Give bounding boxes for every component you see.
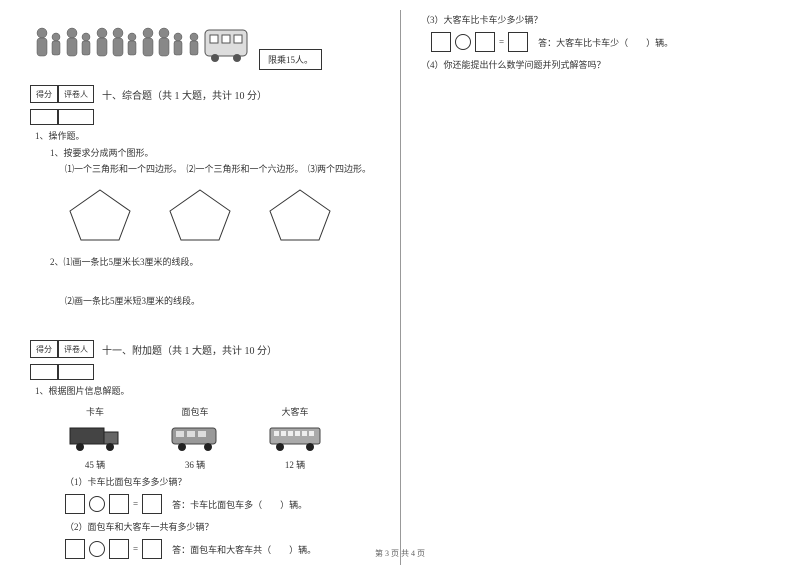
eq-op-circle [455, 34, 471, 50]
eq-op-circle [89, 496, 105, 512]
q10-2-2: ⑵画一条比5厘米短3厘米的线段。 [65, 294, 385, 307]
q11-sub4: （4）你还能提出什么数学问题并列式解答吗？ [421, 58, 770, 71]
section-11-title: 十一、附加题（共 1 大题，共计 10 分） [102, 342, 277, 357]
bus-icon [268, 422, 323, 452]
bus-icon [205, 30, 247, 62]
equals-sign: = [133, 499, 138, 509]
q11-1: 1、根据图片信息解题。 [35, 384, 385, 397]
q10-1-1: 1、按要求分成两个图形。 [50, 146, 385, 159]
equation-row: = 答：卡车比面包车多（ ）辆。 [65, 494, 385, 514]
people-group-icon [30, 15, 250, 70]
eq-box [508, 32, 528, 52]
bus-queue-illustration: 限乘15人。 [30, 15, 385, 70]
vehicle-name: 卡车 [65, 405, 125, 418]
q11-sub1: （1）卡车比面包车多多少辆？ [65, 475, 385, 488]
grader-blank [58, 109, 94, 125]
vehicle-count: 45 辆 [65, 458, 125, 471]
pentagon-icon [165, 185, 235, 245]
grader-label: 评卷人 [58, 85, 94, 103]
bus-limit-label: 限乘15人。 [259, 49, 322, 70]
score-header-10: 得分 评卷人 十、综合题（共 1 大题，共计 10 分） [30, 85, 385, 103]
score-blank [30, 364, 58, 380]
q10-2-1: 2、⑴画一条比5厘米长3厘米的线段。 [50, 255, 385, 268]
score-blank [30, 109, 58, 125]
q11-sub3: （3）大客车比卡车少多少辆？ [421, 13, 770, 26]
eq-box [475, 32, 495, 52]
section-10-title: 十、综合题（共 1 大题，共计 10 分） [102, 87, 267, 102]
vehicle-name: 大客车 [265, 405, 325, 418]
eq-box [109, 494, 129, 514]
page-footer: 第 3 页 共 4 页 [0, 548, 800, 559]
score-label: 得分 [30, 85, 58, 103]
truck-icon [68, 422, 123, 452]
answer-text: 答：卡车比面包车多（ ）辆。 [172, 498, 307, 511]
vehicle-name: 面包车 [165, 405, 225, 418]
equation-row: = 答：大客车比卡车少（ ）辆。 [431, 32, 770, 52]
vehicle-count: 36 辆 [165, 458, 225, 471]
q11-sub2: （2）面包车和大客车一共有多少辆？ [65, 520, 385, 533]
vehicle-header-row: 卡车 45 辆 面包车 36 辆 [65, 405, 385, 471]
score-label: 得分 [30, 340, 58, 358]
grader-label: 评卷人 [58, 340, 94, 358]
grader-blank [58, 364, 94, 380]
q10-1: 1、操作题。 [35, 129, 385, 142]
score-header-11: 得分 评卷人 十一、附加题（共 1 大题，共计 10 分） [30, 340, 385, 358]
pentagon-row [65, 185, 385, 245]
pentagon-icon [65, 185, 135, 245]
eq-box [142, 494, 162, 514]
eq-box [431, 32, 451, 52]
eq-box [65, 494, 85, 514]
vehicle-count: 12 辆 [265, 458, 325, 471]
answer-text: 答：大客车比卡车少（ ）辆。 [538, 36, 673, 49]
q10-1-1-parts: ⑴一个三角形和一个四边形。 ⑵一个三角形和一个六边形。 ⑶两个四边形。 [65, 162, 385, 175]
van-icon [168, 422, 223, 452]
equals-sign: = [499, 37, 504, 47]
pentagon-icon [265, 185, 335, 245]
